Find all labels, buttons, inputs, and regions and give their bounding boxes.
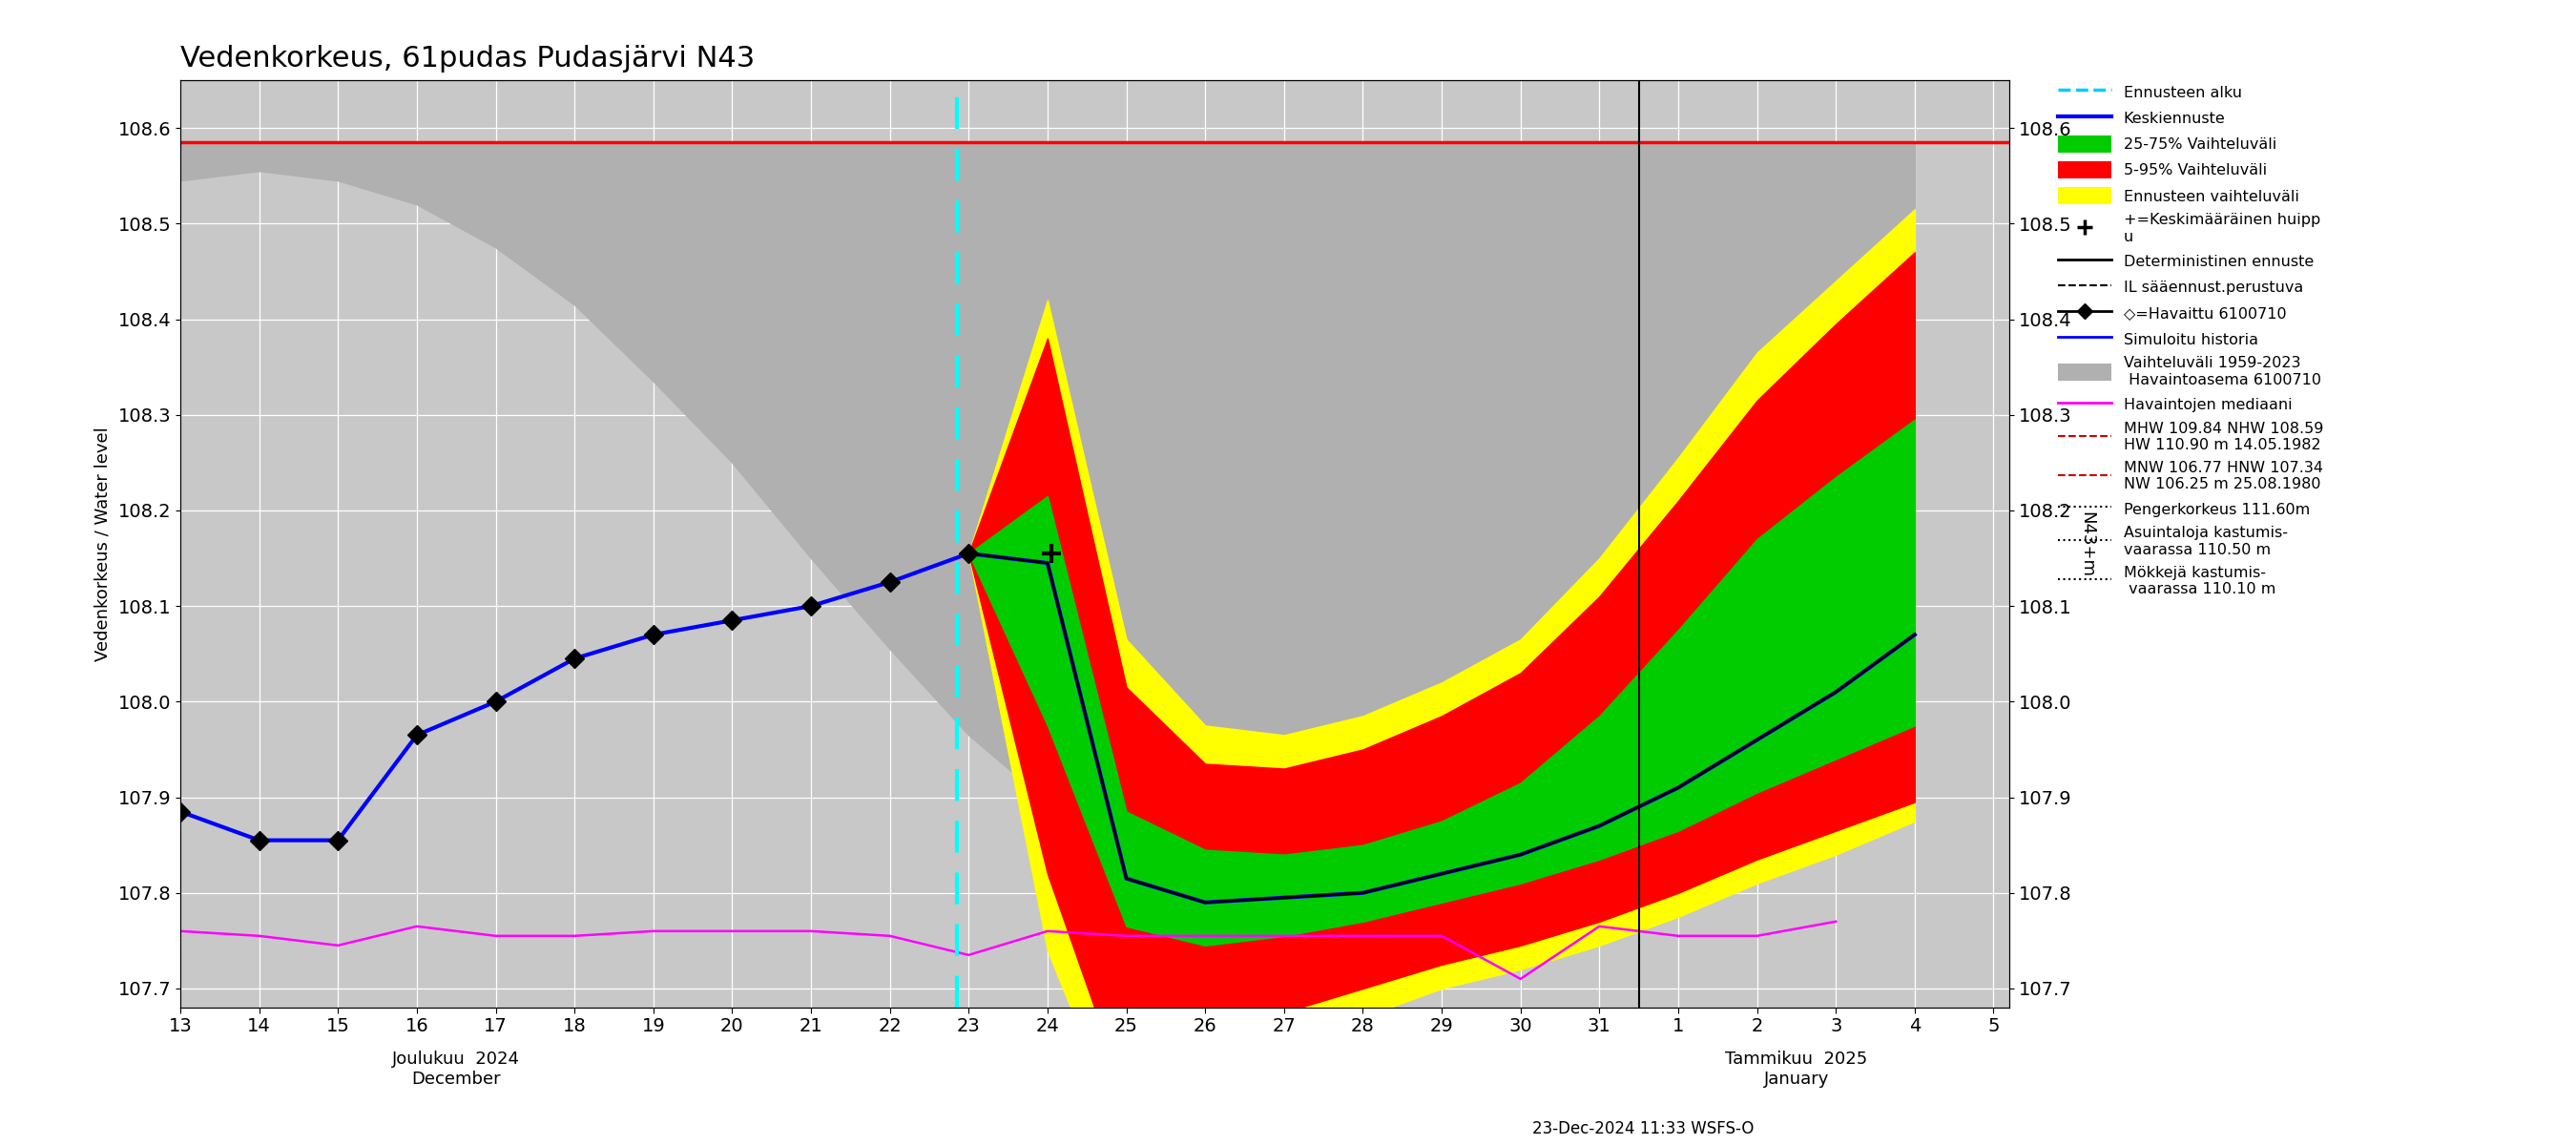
Text: Tammikuu  2025
January: Tammikuu 2025 January <box>1726 1051 1868 1088</box>
Legend: Ennusteen alku, Keskiennuste, 25-75% Vaihteluväli, 5-95% Vaihteluväli, Ennusteen: Ennusteen alku, Keskiennuste, 25-75% Vai… <box>2053 79 2329 601</box>
Text: Joulukuu  2024
December: Joulukuu 2024 December <box>392 1051 520 1088</box>
Text: Vedenkorkeus, 61pudas Pudasjärvi N43: Vedenkorkeus, 61pudas Pudasjärvi N43 <box>180 45 755 72</box>
Y-axis label: Vedenkorkeus / Water level: Vedenkorkeus / Water level <box>95 427 111 661</box>
Text: 23-Dec-2024 11:33 WSFS-O: 23-Dec-2024 11:33 WSFS-O <box>1533 1120 1754 1137</box>
Y-axis label: N43+m: N43+m <box>2079 511 2097 577</box>
